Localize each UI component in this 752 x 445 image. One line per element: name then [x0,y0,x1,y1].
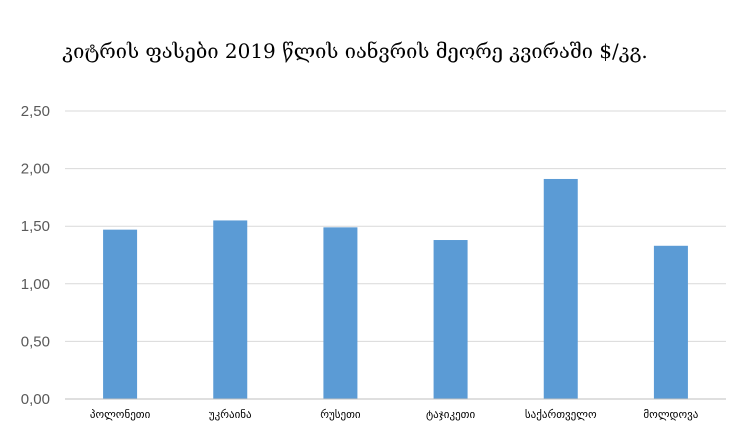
x-tick-label: უკრაინა [209,408,252,421]
bar [653,245,688,399]
bar [213,220,248,399]
bars [103,178,688,399]
y-axis-ticks: 0,00 0,50 1,00 1,50 2,00 2,50 [21,103,50,408]
x-tick-label: პოლონეთი [90,408,151,421]
x-tick-label: მოლდოვა [643,408,698,421]
y-tick-label: 1,00 [21,276,50,293]
x-axis-ticks: პოლონეთი უკრაინა რუსეთი ტაჯიკეთი საქართველო მ… [90,408,699,421]
chart-title: კიტრის ფასები 2019 წლის იანვრის მეორე კვ… [62,39,648,63]
x-tick-label: საქართველო [525,408,597,421]
x-tick-label: ტაჯიკეთი [426,408,475,421]
y-tick-label: 2,00 [21,161,50,178]
gridlines [65,110,726,342]
y-tick-label: 0,00 [21,391,50,408]
bar [103,229,138,399]
bar [433,240,468,399]
x-tick-label: რუსეთი [320,408,361,421]
y-tick-label: 2,50 [21,103,50,120]
bar [543,178,578,399]
bar [323,227,358,399]
y-tick-label: 1,50 [21,218,50,235]
y-tick-label: 0,50 [21,333,50,350]
